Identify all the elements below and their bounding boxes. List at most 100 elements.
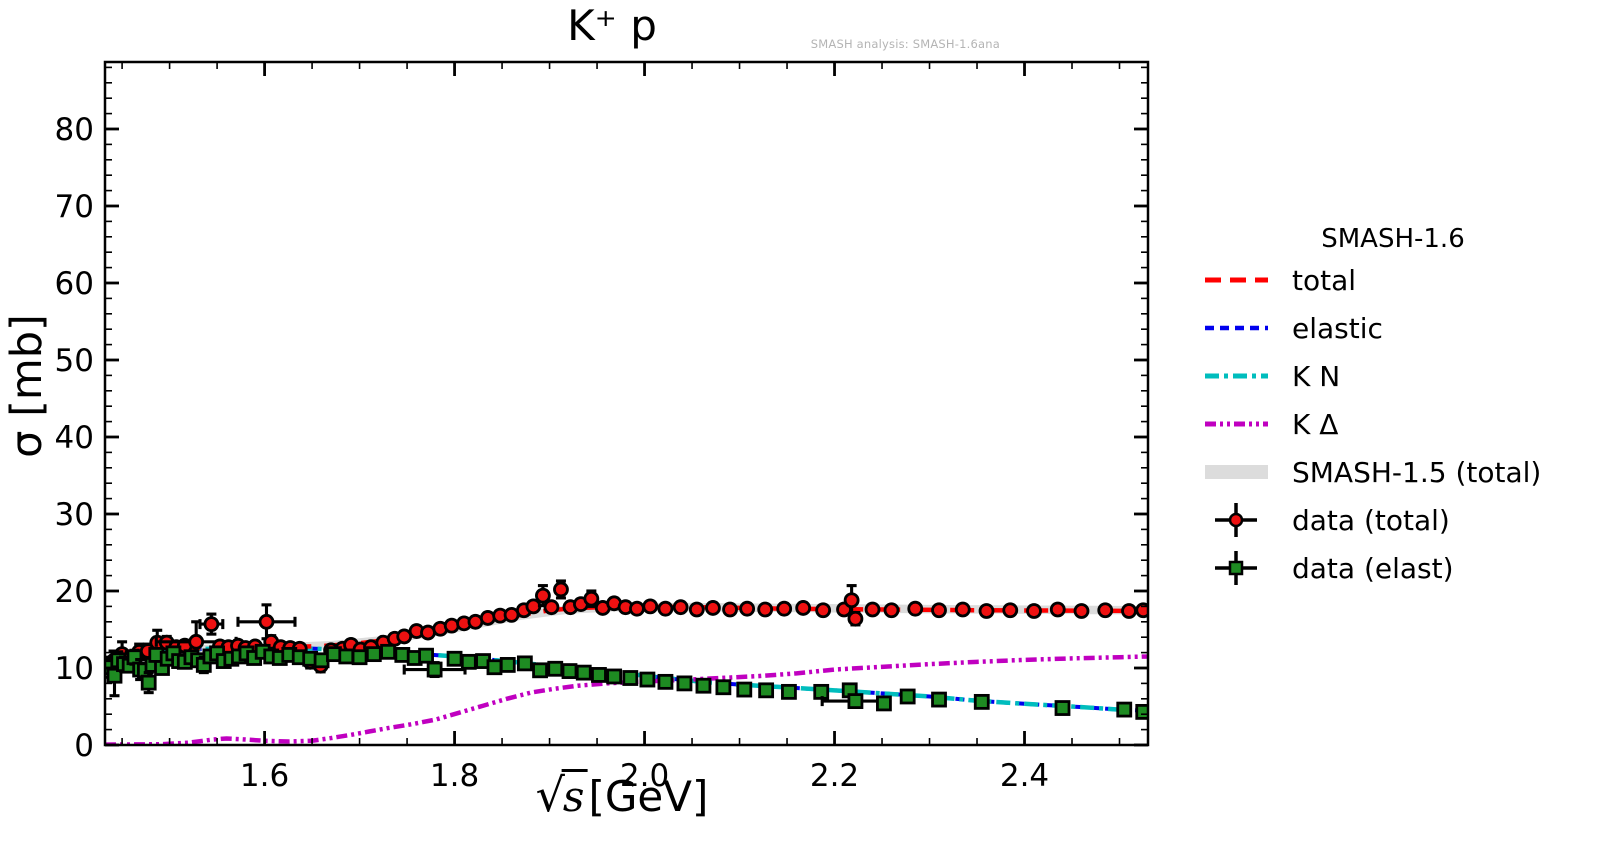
- data-point-data_elast: [899, 688, 916, 705]
- data-point-data_total: [739, 600, 756, 617]
- y-tick-label: 20: [55, 574, 94, 610]
- legend-item-data_elast: data (elast): [1203, 544, 1541, 592]
- y-tick-label: 30: [55, 497, 94, 533]
- y-tick-label: 40: [55, 420, 94, 456]
- data-point-data_total: [1049, 601, 1066, 618]
- legend-item-data_total: data (total): [1203, 496, 1541, 544]
- legend-label-total: total: [1292, 263, 1357, 297]
- legend-sample-smash15-icon: [1205, 465, 1268, 479]
- y-tick-label: 0: [74, 728, 94, 764]
- tick-labels: 1.6 1.8 2.0 2.2 2.4 0 10 20 30 40 50 60 70 80: [55, 112, 1050, 794]
- plot-frame: [103, 60, 1150, 747]
- legend-item-kdelta: K Δ: [1203, 400, 1541, 448]
- data-point-data_elast: [547, 660, 564, 677]
- x-tick-label: 2.0: [620, 758, 669, 794]
- y-tick-label: 60: [55, 266, 94, 302]
- y-tick-label: 10: [55, 651, 94, 687]
- data-point-data_total: [443, 617, 460, 634]
- data-point-data_elast: [639, 671, 656, 688]
- data-point-data_elast: [418, 647, 434, 664]
- legend-label-data_elast: data (elast): [1292, 551, 1454, 585]
- legend-sample-kdelta-icon: [1205, 421, 1268, 427]
- legend-sample-kn-icon: [1205, 373, 1268, 379]
- x-tick-label: 1.6: [240, 758, 289, 794]
- legend-item-total: total: [1203, 256, 1541, 304]
- data-point-data_total: [864, 601, 881, 618]
- series-data_elast: [105, 643, 1148, 720]
- legend-label-kdelta: K Δ: [1292, 407, 1339, 441]
- data-point-data_total: [543, 599, 560, 616]
- data-point-data_elast: [575, 664, 592, 681]
- watermark-text: SMASH analysis: SMASH-1.6ana: [810, 37, 1000, 51]
- data-point-data_elast: [486, 659, 503, 676]
- x-tick-label: 2.2: [810, 758, 859, 794]
- y-tick-label: 70: [55, 189, 94, 225]
- data-point-data_total: [776, 600, 793, 617]
- legend-label-elastic: elastic: [1292, 311, 1383, 345]
- legend-label-kn: K N: [1292, 359, 1341, 393]
- marker-circle: [1228, 512, 1244, 528]
- data-point-data_total: [1073, 603, 1090, 619]
- y-tick-label: 50: [55, 343, 94, 379]
- data-point-data_elast: [781, 683, 797, 700]
- data-point-data_elast: [426, 661, 443, 678]
- data-point-data_elast: [847, 693, 864, 710]
- data-point-data_elast: [140, 674, 157, 691]
- data-layer: [105, 579, 1148, 720]
- data-point-data_elast: [446, 650, 463, 667]
- data-point-data_elast: [657, 673, 674, 690]
- data-point-data_elast: [715, 679, 732, 696]
- legend-item-smash15: SMASH-1.5 (total): [1203, 448, 1541, 496]
- data-point-data_total: [688, 601, 705, 618]
- data-point-data_total: [1002, 602, 1019, 619]
- data-point-data_elast: [1135, 703, 1148, 720]
- data-point-data_total: [722, 601, 738, 618]
- x-tick-label: 2.4: [1000, 758, 1049, 794]
- x-tick-label: 1.8: [430, 758, 479, 794]
- data-point-data_elast: [676, 675, 693, 692]
- data-point-data_total: [553, 581, 569, 598]
- data-point-data_elast: [499, 657, 516, 673]
- data-point-data_elast: [561, 663, 578, 679]
- data-point-data_total: [203, 616, 220, 633]
- data-point-data_elast: [695, 677, 712, 694]
- data-point-data_elast: [460, 653, 477, 670]
- data-point-data_total: [931, 602, 947, 619]
- data-point-data_total: [1026, 603, 1042, 619]
- marker-square: [1228, 560, 1244, 576]
- data-point-data_elast: [591, 667, 607, 683]
- data-point-data_elast: [622, 670, 639, 686]
- data-point-data_total: [479, 610, 496, 626]
- data-point-data_elast: [532, 662, 548, 679]
- sqrt-radical: √: [535, 768, 565, 822]
- data-point-data_total: [795, 600, 812, 616]
- data-point-data_total: [847, 610, 864, 627]
- data-point-data_elast: [606, 668, 623, 685]
- legend-label-data_total: data (total): [1292, 503, 1450, 537]
- data-point-data_elast: [516, 655, 533, 672]
- data-point-data_total: [705, 600, 721, 616]
- legend-sample-data_elast-icon: [1215, 551, 1257, 585]
- data-point-data_elast: [931, 691, 947, 708]
- data-point-data_total: [843, 592, 860, 609]
- data-point-data_elast: [973, 693, 990, 710]
- data-point-data_elast: [736, 681, 753, 698]
- legend-item-elastic: elastic: [1203, 304, 1541, 352]
- data-point-data_elast: [1116, 701, 1133, 718]
- data-point-data_total: [396, 628, 413, 645]
- data-point-data_total: [815, 602, 832, 619]
- data-point-data_total: [535, 587, 551, 604]
- data-point-data_total: [907, 600, 924, 617]
- data-point-data_total: [583, 590, 600, 607]
- figure-title: K⁺ p: [567, 1, 657, 50]
- data-point-data_total: [642, 598, 659, 615]
- legend-title: SMASH-1.6: [1321, 224, 1465, 254]
- data-point-data_elast: [758, 682, 775, 699]
- data-point-data_total: [1097, 602, 1114, 619]
- data-point-data_total: [1121, 603, 1137, 619]
- series-kdelta-line: [105, 654, 1148, 745]
- x-axis-unit: [GeV]: [588, 772, 709, 821]
- legend-label-smash15: SMASH-1.5 (total): [1292, 455, 1542, 489]
